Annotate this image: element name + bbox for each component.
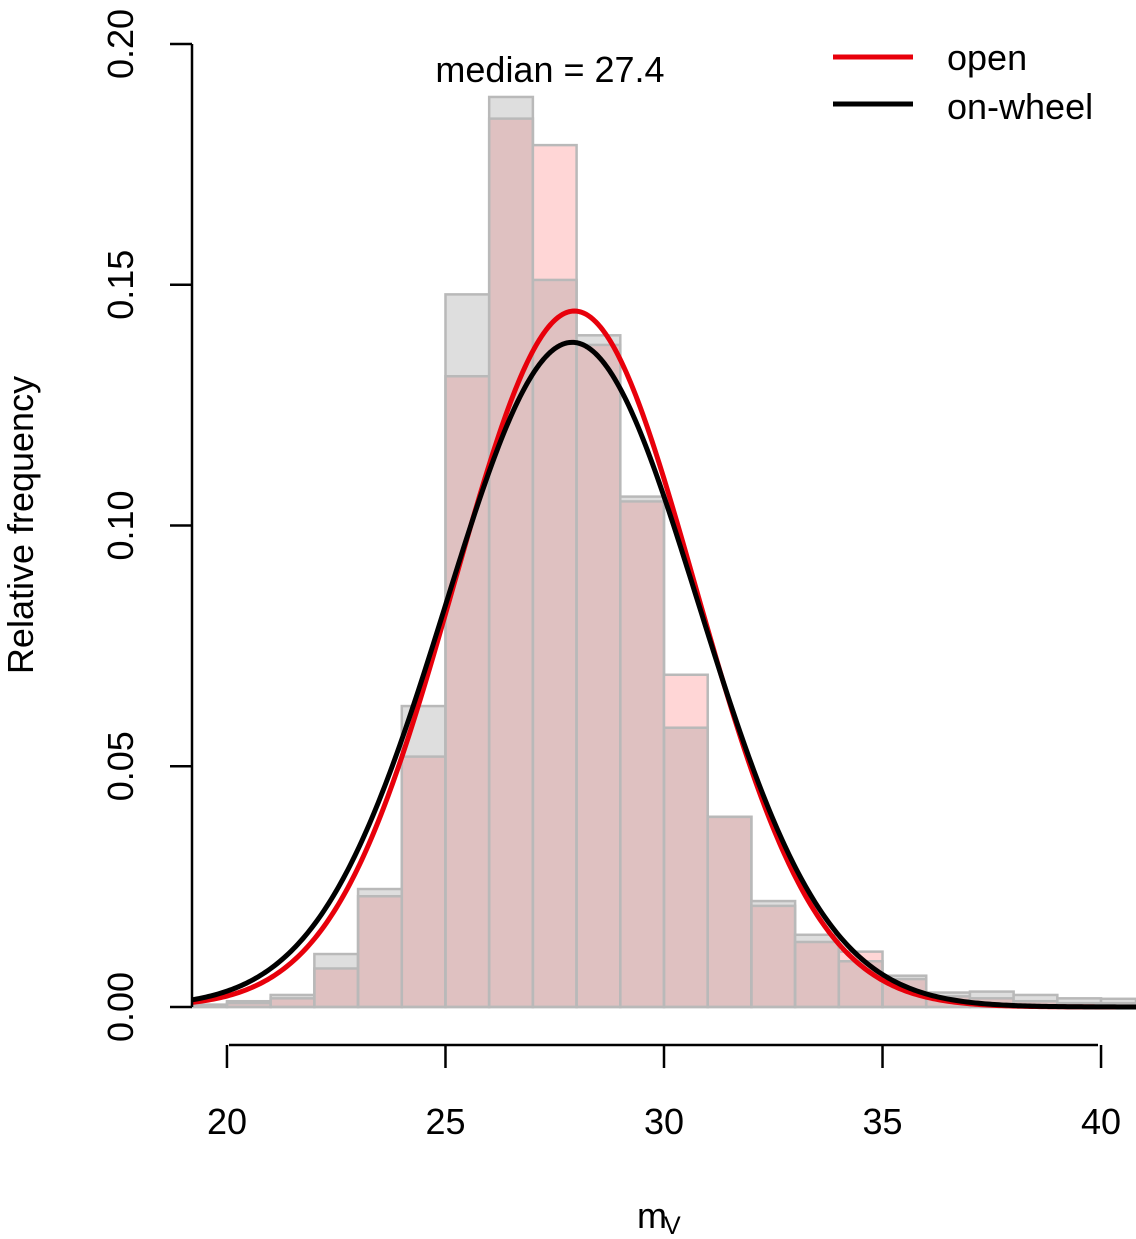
bar-overlap [751, 905, 796, 1007]
bar-overlap [270, 998, 315, 1007]
y-tick-label: 0.15 [100, 250, 141, 320]
bar-excess-on-wheel [1013, 994, 1058, 1002]
bar-excess-on-wheel [1101, 998, 1136, 1004]
bar-overlap [445, 376, 490, 1007]
bar-excess-on-wheel [314, 954, 359, 969]
bar-overlap [707, 816, 752, 1007]
legend-label-open: open [947, 37, 1027, 78]
bar-excess-on-wheel [358, 889, 402, 897]
bar-overlap [489, 118, 533, 1007]
bar-overlap [795, 941, 839, 1007]
bar-overlap [532, 279, 577, 1007]
bar-excess-on-wheel [270, 994, 315, 999]
bar-excess-open [532, 145, 577, 280]
bar-excess-on-wheel [882, 975, 927, 980]
bar-overlap [620, 501, 664, 1007]
bar-excess-on-wheel [1057, 998, 1102, 1004]
axis-ticks: 0.00 0.05 0.10 0.15 0.20 20 25 30 35 40 [100, 9, 1121, 1142]
y-tick-label: 0.20 [100, 9, 141, 79]
bar-overlap [664, 727, 708, 1007]
bar-overlap [358, 896, 402, 1007]
y-tick-label: 0.05 [100, 731, 141, 801]
bar-overlap [401, 756, 446, 1007]
x-tick-label: 25 [425, 1101, 465, 1142]
bar-excess-on-wheel [969, 991, 1014, 999]
median-annotation: median = 27.4 [435, 49, 664, 90]
x-tick-label: 35 [862, 1101, 902, 1142]
x-tick-label: 20 [207, 1101, 247, 1142]
curve-on-wheel [191, 339, 1136, 1010]
bar-excess-on-wheel [751, 901, 796, 906]
legend: open on-wheel [833, 37, 1093, 127]
bar-overlap [576, 344, 621, 1007]
x-tick-label: 30 [644, 1101, 684, 1142]
bar-excess-on-wheel [795, 934, 839, 942]
x-axis-title: m V [637, 1195, 681, 1239]
density-curves [191, 308, 1136, 1010]
y-axis-title: Relative frequency [0, 376, 41, 674]
bar-excess-on-wheel [489, 96, 533, 119]
legend-label-on-wheel: on-wheel [947, 86, 1093, 127]
bar-outline-open [190, 1004, 229, 1009]
x-tick-label: 40 [1081, 1101, 1121, 1142]
x-axis-title-main: m [637, 1195, 667, 1236]
histogram-bars [190, 95, 1136, 1009]
bar-excess-open [664, 674, 708, 728]
bar-excess-on-wheel [926, 992, 970, 997]
bar-excess-on-wheel [620, 496, 664, 502]
bar-overlap [314, 968, 359, 1007]
y-tick-label: 0.00 [100, 972, 141, 1042]
x-axis-title-subscript: V [664, 1212, 681, 1239]
bar-excess-on-wheel [445, 294, 490, 377]
bar-excess-on-wheel [576, 335, 621, 345]
bar-overlap [226, 1003, 271, 1007]
y-tick-label: 0.10 [100, 490, 141, 560]
